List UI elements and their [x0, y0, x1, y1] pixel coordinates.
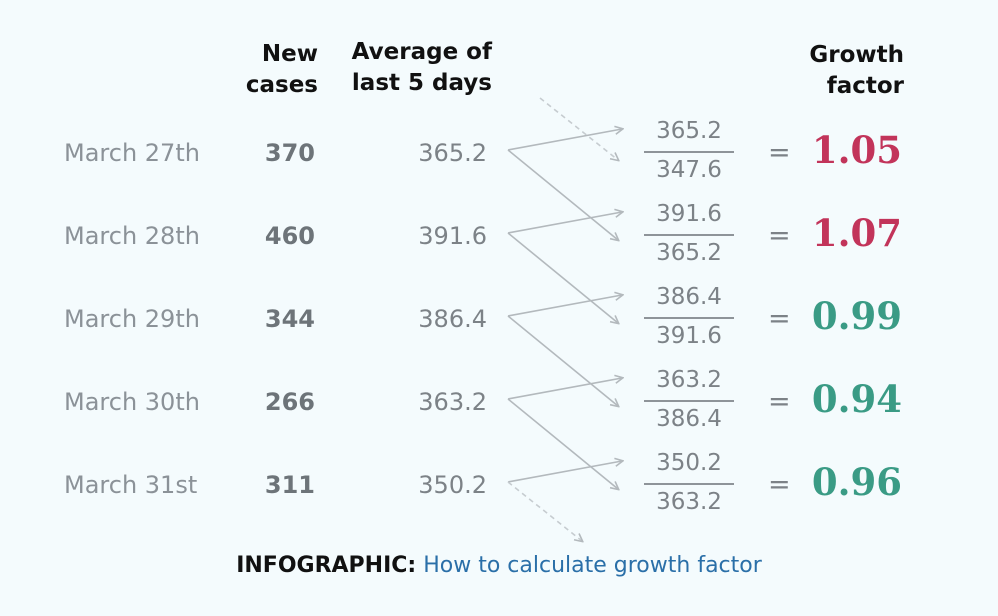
new-cases-value: 370	[264, 139, 315, 167]
fraction-numerator: 386.4	[656, 284, 722, 310]
caption-link[interactable]: How to calculate growth factor	[423, 553, 762, 578]
growth-factor-value: 0.99	[811, 294, 902, 338]
new-cases-value: 266	[264, 388, 315, 416]
equals-sign: =	[768, 220, 791, 251]
fraction-bar	[644, 317, 734, 319]
fraction-bar	[644, 151, 734, 153]
arrow-avg-5-to-next	[507, 481, 582, 541]
average-value: 365.2	[418, 139, 487, 167]
new-cases-value: 311	[264, 471, 315, 499]
average-value: 391.6	[418, 222, 487, 250]
arrow-avg-4-to-denominator-5	[507, 398, 618, 489]
arrow-avg-1-to-denominator-2	[507, 149, 618, 240]
arrow-avg-3-to-numerator-3	[507, 295, 622, 317]
fraction-denominator: 365.2	[656, 240, 722, 266]
fraction-denominator: 391.6	[656, 323, 722, 349]
date-label: March 30th	[64, 388, 200, 416]
growth-factor-value: 1.07	[811, 211, 902, 255]
fraction-bar	[644, 234, 734, 236]
equals-sign: =	[768, 386, 791, 417]
row-4: March 30th 266 363.2 363.2 386.4 = 0.94	[0, 367, 998, 458]
fraction-bar	[644, 483, 734, 485]
caption: INFOGRAPHIC: How to calculate growth fac…	[0, 553, 998, 578]
fraction-denominator: 363.2	[656, 489, 722, 515]
fraction-numerator: 365.2	[656, 118, 722, 144]
arrow-prev-to-denominator-1	[539, 97, 618, 160]
fraction-denominator: 347.6	[656, 157, 722, 183]
arrow-avg-1-to-numerator-1	[507, 129, 622, 151]
fraction-bar	[644, 400, 734, 402]
arrow-avg-2-to-denominator-3	[507, 232, 618, 323]
row-2: March 28th 460 391.6 391.6 365.2 = 1.07	[0, 201, 998, 292]
fraction-numerator: 363.2	[656, 367, 722, 393]
header-growth-factor: Growth factor	[809, 42, 904, 99]
header-new-cases: New cases	[245, 41, 318, 98]
average-value: 350.2	[418, 471, 487, 499]
date-label: March 27th	[64, 139, 200, 167]
row-5: March 31st 311 350.2 350.2 363.2 = 0.96	[0, 450, 998, 541]
fraction-numerator: 350.2	[656, 450, 722, 476]
fraction-numerator: 391.6	[656, 201, 722, 227]
average-value: 363.2	[418, 388, 487, 416]
fraction-denominator: 386.4	[656, 406, 722, 432]
arrow-avg-3-to-denominator-4	[507, 315, 618, 406]
new-cases-value: 460	[264, 222, 315, 250]
growth-factor-value: 0.94	[811, 377, 902, 421]
equals-sign: =	[768, 469, 791, 500]
caption-label: INFOGRAPHIC:	[236, 553, 417, 578]
row-1: March 27th 370 365.2 365.2 347.6 = 1.05	[0, 118, 998, 209]
date-label: March 29th	[64, 305, 200, 333]
date-label: March 28th	[64, 222, 200, 250]
growth-factor-value: 0.96	[811, 460, 902, 504]
arrow-avg-5-to-numerator-5	[507, 461, 622, 483]
growth-factor-value: 1.05	[811, 128, 902, 172]
date-label: March 31st	[64, 471, 198, 499]
arrow-avg-4-to-numerator-4	[507, 378, 622, 400]
equals-sign: =	[768, 137, 791, 168]
header-average: Average of last 5 days	[351, 39, 492, 96]
arrow-avg-2-to-numerator-2	[507, 212, 622, 234]
row-3: March 29th 344 386.4 386.4 391.6 = 0.99	[0, 284, 998, 375]
new-cases-value: 344	[264, 305, 315, 333]
equals-sign: =	[768, 303, 791, 334]
average-value: 386.4	[418, 305, 487, 333]
